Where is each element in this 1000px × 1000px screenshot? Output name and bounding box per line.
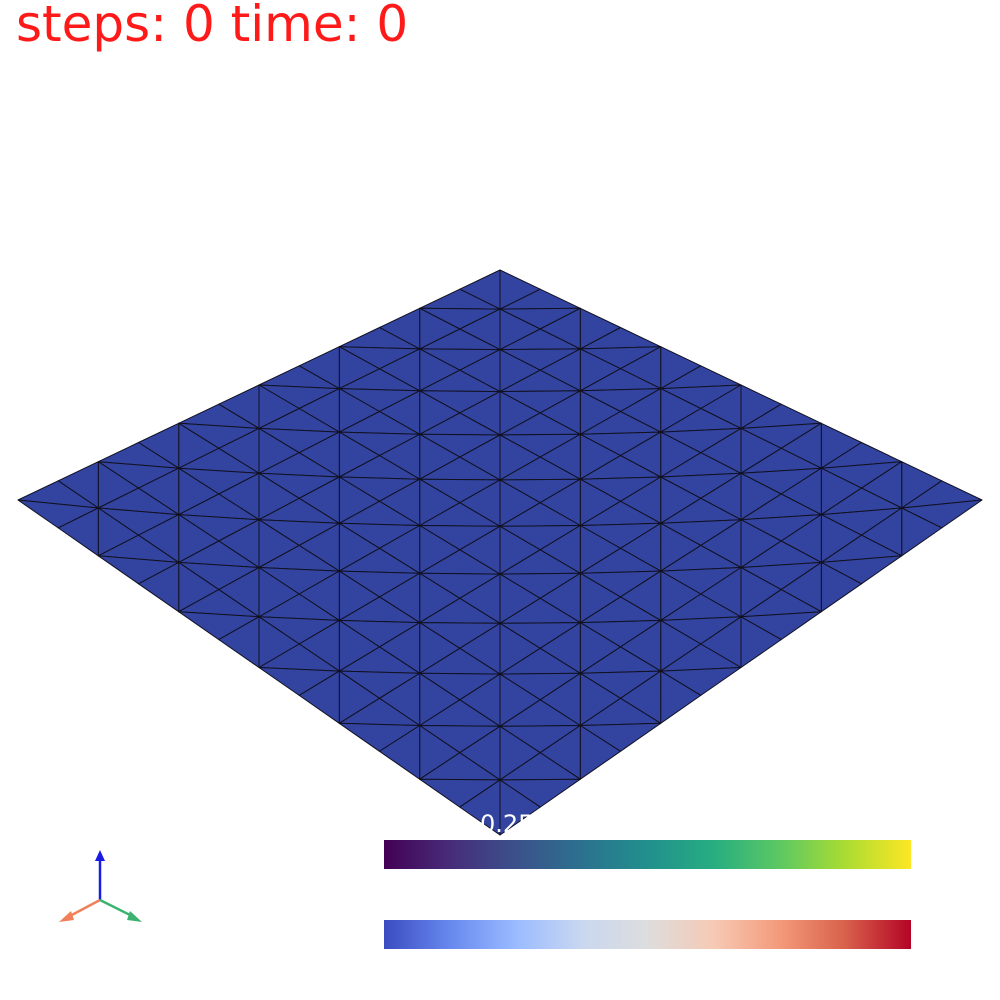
mesh-triangle xyxy=(57,507,99,557)
scalar-bar-viridis xyxy=(384,840,911,869)
x-axis-arrow xyxy=(59,911,74,922)
y-axis-line xyxy=(99,898,135,919)
mesh-triangle xyxy=(379,725,421,780)
y-axis-arrow xyxy=(127,911,142,922)
z-axis-arrow xyxy=(95,850,105,861)
scalar-bar-label: 0.250 xyxy=(480,810,549,838)
triangle-mesh-plane xyxy=(17,269,983,836)
scalar-bar-coolwarm xyxy=(384,920,911,949)
mesh-triangle xyxy=(218,616,260,668)
mesh-triangle xyxy=(459,779,501,836)
mesh-triangle xyxy=(298,670,340,724)
mesh-triangle xyxy=(138,561,180,613)
xyz-axes-icon xyxy=(59,850,142,922)
x-axis-line xyxy=(67,898,101,919)
status-text: steps: 0 time: 0 xyxy=(16,0,409,53)
